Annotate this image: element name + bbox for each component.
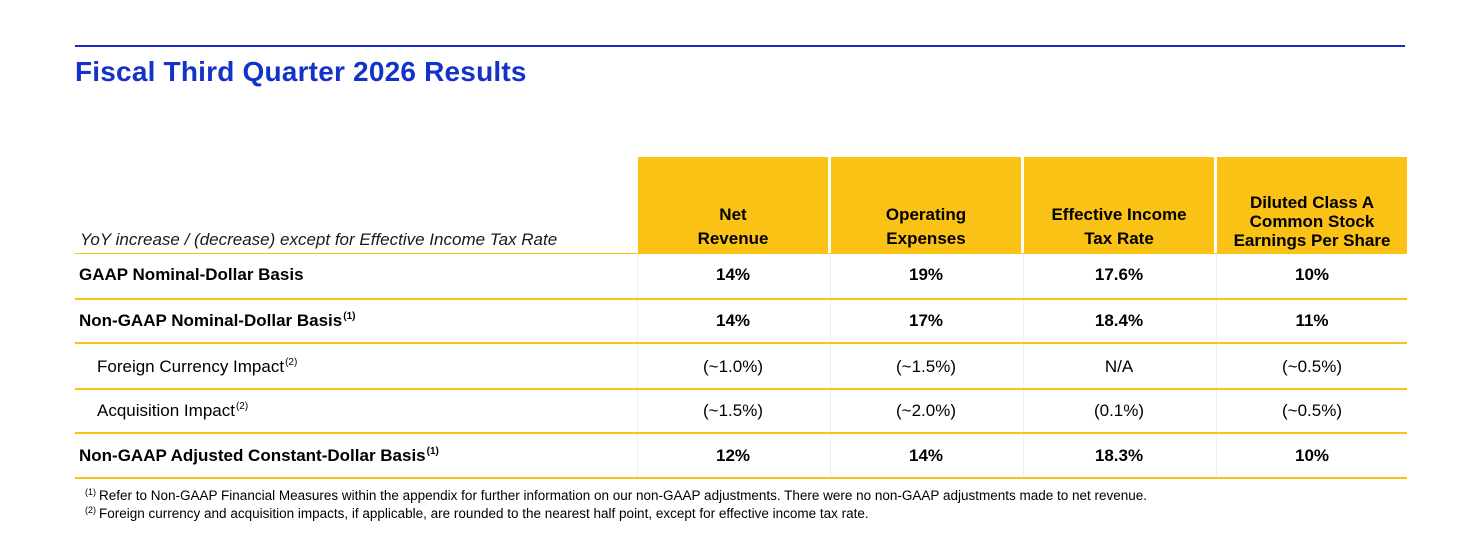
table-cell: (0.1%) [1093,401,1145,420]
footnote-ref: (2) [235,401,249,412]
row-divider [75,342,1407,344]
table-cell: (~1.5%) [896,357,956,376]
header-line: Common Stock [1249,212,1375,231]
column-divider [637,254,638,478]
header-line: Operating [885,205,967,224]
header-line: Revenue [697,229,769,248]
column-divider [1216,254,1217,478]
header-effective-income-tax-rate: Effective Income Tax Rate [1024,157,1214,253]
footnote-mark: (1) [85,487,96,497]
row-divider [75,298,1407,300]
column-divider [1023,254,1024,478]
table-cell: (~0.5%) [1282,357,1342,376]
footnote-ref: (1) [343,311,356,322]
footnote-1: (1) Refer to Non-GAAP Financial Measures … [85,487,1147,503]
table-cell: (~2.0%) [896,401,956,420]
table-caption: YoY increase / (decrease) except for Eff… [80,230,558,249]
footnote-mark: (2) [85,505,96,515]
footnote-text: Foreign currency and acquisition impacts… [99,506,869,521]
column-divider [830,254,831,478]
header-operating-expenses: Operating Expenses [831,157,1021,253]
table-cell: 12% [715,446,751,465]
row-divider [75,388,1407,390]
row-label-text: Non-GAAP Adjusted Constant-Dollar Basis [79,446,426,465]
header-line: Effective Income [1051,205,1187,224]
table-cell: 17% [908,311,944,330]
row-label-acquisition: Acquisition Impact(2) [97,401,248,421]
header-line: Tax Rate [1084,229,1154,248]
top-rule [75,45,1405,47]
table-cell: 17.6% [1094,265,1144,284]
table-cell: 10% [1294,446,1330,465]
row-label-foreign-currency: Foreign Currency Impact(2) [97,357,297,377]
row-label-text: Foreign Currency Impact [97,357,285,376]
header-line: Earnings Per Share [1233,231,1391,250]
table-cell: 18.3% [1094,446,1144,465]
row-label-gaap-nominal: GAAP Nominal-Dollar Basis [79,265,304,285]
header-line: Expenses [886,229,966,248]
table-cell: (~0.5%) [1282,401,1342,420]
table-cell: 11% [1295,311,1329,330]
header-line: Net [719,205,747,224]
row-label-non-gaap-constant: Non-GAAP Adjusted Constant-Dollar Basis(… [79,446,439,466]
footnote-2: (2) Foreign currency and acquisition impa… [85,505,869,521]
table-cell: 18.4% [1094,311,1144,330]
table-cell: 10% [1294,265,1330,284]
row-label-non-gaap-nominal: Non-GAAP Nominal-Dollar Basis(1) [79,311,355,331]
footnote-ref: (1) [426,446,439,457]
table-cell: 19% [908,265,944,284]
table-cell: 14% [715,311,751,330]
header-divider [75,253,1407,254]
page-title: Fiscal Third Quarter 2026 Results [75,56,527,87]
footnote-ref: (2) [285,357,298,368]
table-cell: 14% [715,265,751,284]
row-label-text: GAAP Nominal-Dollar Basis [79,265,304,284]
row-divider [75,477,1407,479]
header-net-revenue: Net Revenue [638,157,828,253]
table-cell: (~1.5%) [703,401,763,420]
table-cell: N/A [1104,357,1134,376]
table-cell: (~1.0%) [703,357,763,376]
row-divider [75,432,1407,434]
header-line: Diluted Class A [1249,193,1375,212]
footnote-text: Refer to Non-GAAP Financial Measures wit… [99,488,1148,503]
row-label-text: Acquisition Impact [97,401,235,420]
row-label-text: Non-GAAP Nominal-Dollar Basis [79,311,343,330]
table-cell: 14% [908,446,944,465]
header-diluted-eps: Diluted Class A Common Stock Earnings Pe… [1217,157,1407,253]
